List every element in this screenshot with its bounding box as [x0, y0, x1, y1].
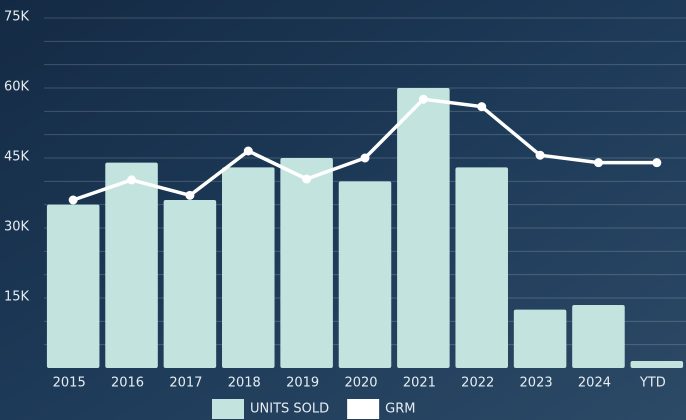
- x-tick-label: 2016: [111, 376, 144, 391]
- legend-label: UNITS SOLD: [250, 402, 329, 417]
- x-tick-label: 2018: [228, 376, 261, 391]
- x-tick-label: 2024: [578, 376, 611, 391]
- x-tick-label: YTD: [639, 376, 666, 391]
- x-tick-label: 2015: [53, 376, 86, 391]
- bar: [572, 305, 625, 368]
- bar: [46, 204, 100, 368]
- y-tick-label: 30K: [4, 220, 30, 235]
- line-point: [652, 158, 662, 168]
- y-tick-label: 45K: [4, 150, 30, 165]
- bar: [630, 361, 684, 368]
- legend-label: GRM: [385, 402, 415, 417]
- y-tick-label: 60K: [4, 80, 30, 95]
- line-point: [185, 190, 195, 200]
- line-point: [127, 175, 137, 185]
- x-tick-label: 2021: [403, 376, 436, 391]
- y-tick-label: 75K: [4, 10, 30, 25]
- line-point: [593, 158, 603, 168]
- bar: [105, 162, 158, 368]
- bar: [222, 167, 275, 368]
- bar: [455, 167, 508, 368]
- line-point: [302, 174, 312, 184]
- x-tick-label: 2023: [520, 376, 553, 391]
- legend-swatch: [347, 399, 380, 419]
- bar: [397, 88, 450, 368]
- bar: [513, 309, 567, 368]
- line-point: [360, 153, 370, 163]
- line-point: [418, 94, 428, 104]
- x-tick-label: 2022: [461, 376, 494, 391]
- bar: [163, 200, 217, 368]
- line-point: [243, 146, 253, 156]
- bar: [338, 181, 392, 368]
- y-tick-label: 15K: [4, 290, 30, 305]
- line-point: [68, 195, 78, 205]
- line-point: [477, 102, 487, 112]
- x-tick-label: 2020: [344, 376, 377, 391]
- x-tick-label: 2019: [286, 376, 319, 391]
- x-tick-label: 2017: [169, 376, 202, 391]
- line-point: [535, 150, 545, 160]
- bar: [280, 158, 333, 368]
- legend-swatch: [212, 399, 244, 419]
